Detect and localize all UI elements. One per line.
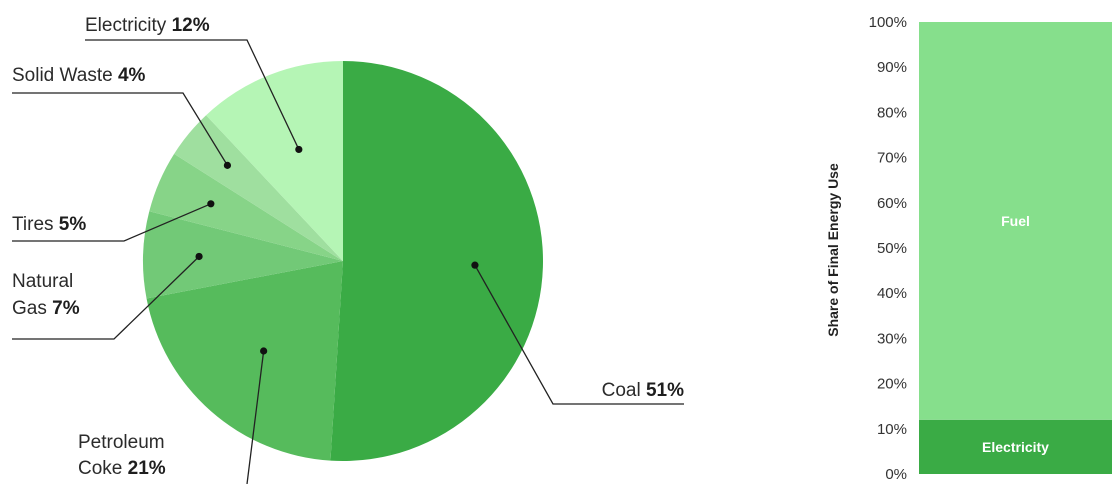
slice-percent: 21% — [128, 458, 166, 479]
leader-line-electricity — [85, 39, 300, 150]
slice-label-text: Coal — [602, 380, 646, 401]
pie-slice-solid-waste — [174, 115, 343, 262]
pie-slice-electricity — [206, 61, 343, 261]
slice-label-electricity: Electricity 12% — [85, 15, 210, 36]
slice-label-coal: Coal 51% — [602, 380, 684, 401]
slice-label-text: Coke — [78, 458, 128, 479]
bar-segment-electricity — [919, 419, 1112, 474]
leader-dot-natural-gas — [195, 252, 203, 261]
y-tick-label: 60% — [877, 195, 907, 212]
slice-label-text: Gas — [12, 298, 52, 319]
leader-line-tires — [12, 203, 212, 242]
y-tick-label: 0% — [885, 466, 907, 483]
leader-line-petroleum-coke — [246, 350, 265, 484]
leader-dot-electricity — [295, 145, 303, 154]
leader-line-natural-gas — [12, 256, 200, 340]
leader-dot-solid-waste — [223, 161, 232, 169]
slice-label-natural-gas: Natural Gas 7% — [12, 271, 80, 319]
slice-percent: 12% — [172, 15, 210, 36]
slice-percent: 4% — [118, 65, 146, 86]
y-tick-label: 40% — [877, 285, 907, 302]
slice-label-text: Natural — [12, 271, 73, 292]
pie-slice-coal — [330, 61, 544, 462]
y-tick-label: 100% — [869, 14, 907, 31]
leader-line-coal — [474, 264, 684, 405]
leader-line-solid-waste — [12, 92, 228, 166]
slice-percent: 51% — [646, 380, 684, 401]
y-tick-label: 10% — [877, 421, 907, 438]
y-tick-label: 20% — [877, 376, 907, 393]
slice-percent: 5% — [59, 214, 87, 235]
leader-dot-petroleum-coke — [260, 347, 268, 355]
slice-label-text: Electricity — [85, 15, 172, 36]
slice-label-text: Petroleum — [78, 432, 165, 453]
pie-slice-natural-gas — [143, 211, 343, 299]
y-tick-label: 30% — [877, 330, 907, 347]
leader-dot-tires — [207, 200, 215, 208]
slice-label-tires: Tires 5% — [12, 214, 86, 235]
y-tick-label: 50% — [877, 240, 907, 257]
bar-segment-fuel — [919, 22, 1112, 420]
slice-label-solid-waste: Solid Waste 4% — [12, 65, 146, 86]
slice-percent: 7% — [52, 298, 80, 319]
pie-slice-tires — [149, 153, 343, 261]
y-tick-label: 80% — [877, 104, 907, 121]
slice-label-text: Tires — [12, 214, 59, 235]
pie-slice-petroleum-coke — [146, 261, 343, 461]
leader-dot-coal — [471, 261, 479, 269]
y-axis-title: Share of Final Energy Use — [825, 163, 841, 337]
pie-chart: Coal 51% Petroleum Coke 21% Natural Gas 7% Ti… — [12, 15, 684, 484]
stacked-bar-chart: Share of Final Energy Use 0% 10% 20% 30% 40%… — [825, 14, 1112, 483]
y-tick-label: 70% — [877, 150, 907, 167]
slice-label-petroleum-coke: Petroleum Coke 21% — [78, 432, 166, 479]
slice-label-text: Solid Waste — [12, 65, 118, 86]
y-tick-label: 90% — [877, 59, 907, 76]
bar-segment-label-fuel: Fuel — [1001, 213, 1030, 229]
bar-segment-label-electricity: Electricity — [982, 439, 1049, 455]
